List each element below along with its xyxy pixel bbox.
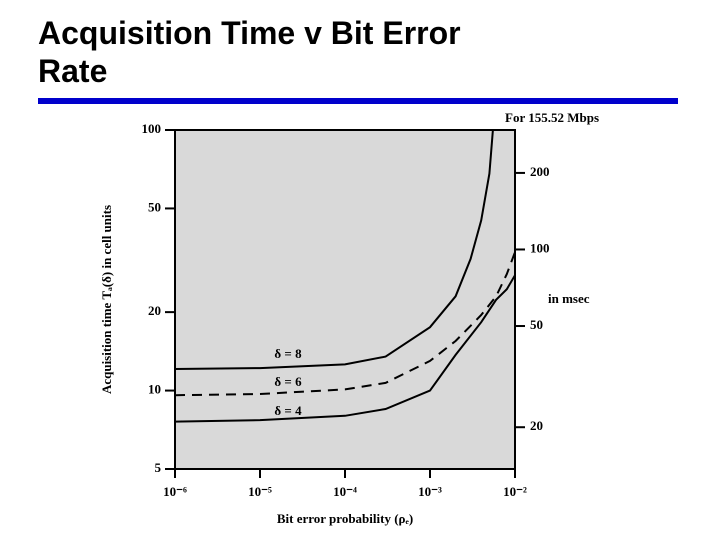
series-label: δ = 4 (274, 403, 302, 418)
series-label: δ = 8 (274, 346, 302, 361)
plot-area (174, 129, 516, 470)
annotation: in msec (548, 291, 590, 306)
y-tick-label: 50 (148, 199, 161, 214)
x-tick-label: 10⁻⁶ (163, 484, 187, 499)
series-line (174, 274, 516, 423)
y-tick-label: 5 (155, 460, 162, 475)
slide-title: Acquisition Time v Bit Error Rate (38, 15, 461, 89)
x-tick-label: 10⁻² (503, 484, 527, 499)
series-line (174, 251, 516, 397)
y-tick-label: 10 (148, 382, 161, 397)
x-tick-label: 10⁻⁴ (333, 484, 357, 499)
series-line (174, 129, 494, 370)
y-tick-label: 100 (142, 121, 162, 136)
x-axis-label: Bit error probability (ρₑ) (277, 511, 413, 526)
annotation: For 155.52 Mbps (505, 110, 599, 125)
y2-tick-label: 200 (530, 164, 550, 179)
y2-tick-label: 100 (530, 240, 550, 255)
series-label: δ = 6 (274, 374, 302, 389)
y-tick-label: 20 (148, 303, 161, 318)
title-rule (38, 98, 678, 104)
x-tick-label: 10⁻⁵ (248, 484, 272, 499)
y2-tick-label: 50 (530, 317, 543, 332)
x-tick-label: 10⁻³ (418, 484, 442, 499)
y-axis-label: Acquisition time Tₐ(δ) in cell units (99, 205, 114, 394)
y2-tick-label: 20 (530, 418, 543, 433)
